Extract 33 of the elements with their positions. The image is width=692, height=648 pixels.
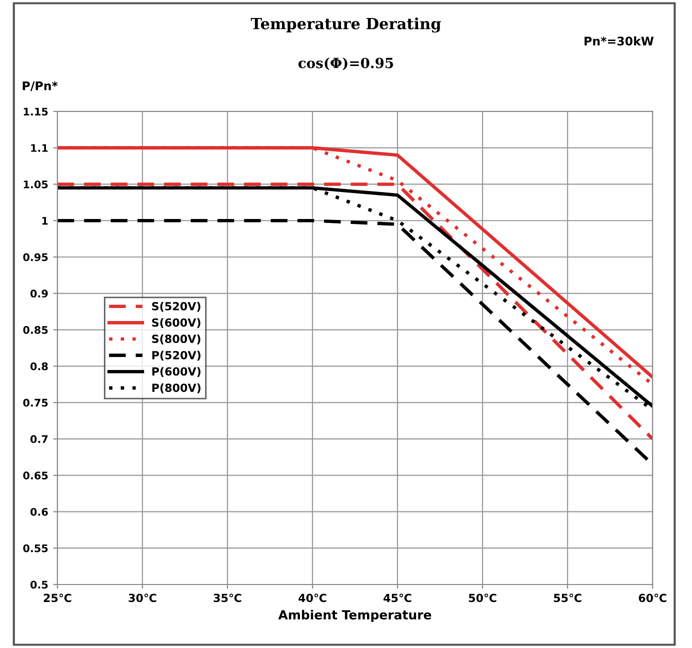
x-axis-title: Ambient Temperature <box>278 610 432 622</box>
x-tick-label: 50℃ <box>468 594 496 602</box>
x-tick-label: 45℃ <box>384 594 412 602</box>
text: Pn*=30kW <box>584 36 654 46</box>
y-axis-title: P/Pn* <box>22 81 58 92</box>
legend-label: S(600V) <box>152 318 200 328</box>
y-tick-label: 0.7 <box>30 435 48 444</box>
y-tick-label: 0.95 <box>23 253 48 262</box>
legend-label: S(800V) <box>152 334 200 344</box>
y-tick-label: 0.9 <box>30 290 48 298</box>
y-tick-label: 0.6 <box>30 508 48 516</box>
y-tick-label: 1 <box>42 216 48 225</box>
chart-title: Temperature Derating <box>250 18 441 33</box>
y-tick-label: 1.05 <box>24 180 48 188</box>
x-tick-label: 40℃ <box>298 594 326 602</box>
y-tick-label: 0.55 <box>23 544 48 552</box>
x-tick-label: 25℃ <box>44 594 72 602</box>
x-tick-label: 55℃ <box>554 594 582 602</box>
legend-label: P(520V) <box>152 350 200 361</box>
y-tick-label: 1.1 <box>31 144 48 152</box>
y-tick-label: 0.5 <box>30 580 48 589</box>
chart-subtitle: cos(Φ)=0.95 <box>298 57 394 70</box>
y-tick-label: 1.15 <box>24 108 48 116</box>
y-tick-label: 0.75 <box>23 398 48 407</box>
y-tick-label: 0.65 <box>23 472 48 480</box>
x-tick-label: 35℃ <box>214 594 242 602</box>
legend-label: P(600V) <box>152 367 200 377</box>
legend-label: P(800V) <box>152 383 200 394</box>
y-tick-label: 0.8 <box>30 362 48 370</box>
y-tick-label: 0.85 <box>23 326 48 334</box>
x-tick-label: 60℃ <box>638 594 666 602</box>
x-tick-label: 30℃ <box>128 594 156 602</box>
legend-label: S(520V) <box>152 302 200 312</box>
